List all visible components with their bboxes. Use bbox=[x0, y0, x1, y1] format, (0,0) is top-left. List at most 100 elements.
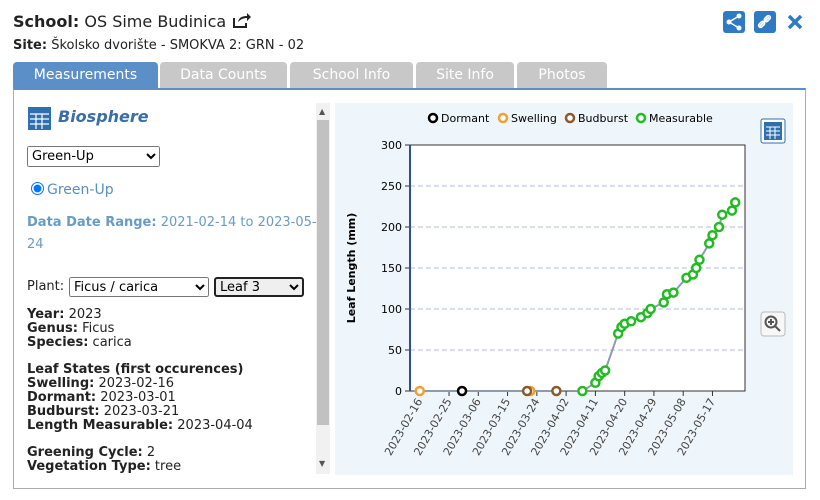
y-tick-label: 100 bbox=[381, 303, 402, 316]
info-row: Genus: Ficus bbox=[27, 322, 132, 336]
info-label: Dormant: bbox=[27, 390, 97, 405]
point bbox=[599, 365, 611, 376]
share-button[interactable] bbox=[723, 11, 745, 33]
point bbox=[456, 385, 468, 397]
info-value: 2023-02-16 bbox=[98, 376, 175, 391]
y-tick-label: 300 bbox=[381, 139, 402, 152]
info-value: tree bbox=[154, 459, 182, 474]
info-row: Vegetation Type: tree bbox=[27, 460, 181, 474]
radio[interactable] bbox=[31, 182, 44, 195]
info-row: Year: 2023 bbox=[27, 308, 132, 322]
table-icon bbox=[28, 107, 51, 130]
info-row: Swelling: 2023-02-16 bbox=[27, 377, 253, 391]
point bbox=[694, 254, 705, 266]
info-label: Length Measurable: bbox=[27, 418, 174, 433]
radio-label: Green-Up bbox=[47, 182, 114, 198]
plant-label: Plant: bbox=[27, 279, 65, 294]
open-icon[interactable] bbox=[231, 11, 252, 29]
scrollbar[interactable]: ▲ ▼ bbox=[316, 103, 330, 474]
plant-select[interactable]: Ficus / carica bbox=[69, 277, 209, 297]
y-axis-title: Leaf Length (mm) bbox=[345, 213, 358, 324]
legend-label: Dormant bbox=[441, 112, 490, 125]
info-label: Budburst: bbox=[27, 404, 100, 419]
site-line: Site: Školsko dvorište - SMOKVA 2: GRN -… bbox=[13, 38, 304, 53]
point bbox=[551, 385, 562, 397]
info-block: Year: 2023 Genus: Ficus Species: carica bbox=[27, 308, 132, 350]
point bbox=[645, 303, 656, 315]
tab[interactable]: School Info bbox=[290, 62, 413, 88]
protocol-title: Biosphere bbox=[58, 107, 149, 126]
point bbox=[414, 385, 426, 397]
school-label: School: bbox=[13, 12, 80, 31]
point bbox=[658, 297, 669, 308]
legend-marker bbox=[635, 112, 647, 124]
info-value: 2023 bbox=[68, 307, 102, 322]
chart: Leaf Length (mm) 0501001502002503002023-… bbox=[335, 103, 793, 475]
y-tick-label: 50 bbox=[388, 344, 402, 357]
panel bbox=[13, 88, 806, 489]
states-block: Leaf States (first occurences) Swelling: … bbox=[27, 363, 253, 433]
point bbox=[703, 238, 715, 249]
y-tick-label: 0 bbox=[395, 385, 402, 398]
point bbox=[625, 316, 637, 327]
info-label: Swelling: bbox=[27, 376, 95, 391]
header-actions bbox=[723, 11, 803, 33]
info-row: Budburst: 2023-03-21 bbox=[27, 405, 253, 419]
info-row: Length Measurable: 2023-04-04 bbox=[27, 419, 253, 433]
legend-label: Swelling bbox=[511, 112, 557, 125]
info-value: 2023-03-01 bbox=[100, 390, 176, 405]
range-label: Data Date Range: bbox=[27, 215, 157, 230]
y-tick-label: 250 bbox=[381, 180, 402, 193]
scroll-thumb[interactable] bbox=[317, 120, 329, 425]
info-value: carica bbox=[92, 335, 132, 350]
leaf-select[interactable]: Leaf 3 bbox=[214, 277, 304, 297]
tab[interactable]: Photos bbox=[517, 62, 607, 88]
school-line: School: OS Sime Budinica bbox=[13, 11, 252, 31]
info-label: Vegetation Type: bbox=[27, 459, 151, 474]
y-tick-label: 150 bbox=[381, 262, 402, 275]
zoom-button[interactable] bbox=[760, 311, 786, 337]
point bbox=[716, 209, 728, 220]
info-row: Species: carica bbox=[27, 336, 132, 350]
plant-row: Plant: bbox=[27, 279, 64, 294]
legend-label: Measurable bbox=[649, 112, 713, 125]
info-value: 2023-04-04 bbox=[177, 418, 253, 433]
info-label: Year: bbox=[27, 307, 65, 322]
point bbox=[713, 221, 725, 233]
info-value: 2 bbox=[146, 445, 156, 460]
tab[interactable]: Data Counts bbox=[160, 62, 287, 88]
states-title: Leaf States (first occurences) bbox=[27, 362, 244, 377]
info-row: Greening Cycle: 2 bbox=[27, 446, 181, 460]
point bbox=[577, 385, 588, 397]
point bbox=[707, 229, 718, 241]
site-label: Site: bbox=[13, 38, 48, 53]
info-row: Dormant: 2023-03-01 bbox=[27, 391, 253, 405]
range-value: 2021-02-14 to 2023-05-24 bbox=[27, 215, 317, 252]
info-value: 2023-03-21 bbox=[103, 404, 180, 419]
tab[interactable]: Site Info bbox=[416, 62, 514, 88]
info-label: Genus: bbox=[27, 321, 78, 336]
y-tick-label: 200 bbox=[381, 221, 402, 234]
legend-marker bbox=[497, 112, 509, 124]
point bbox=[521, 385, 533, 397]
date-range: Data Date Range: 2021-02-14 to 2023-05-2… bbox=[27, 212, 317, 256]
legend-label: Budburst bbox=[578, 112, 629, 125]
tab[interactable]: Measurements bbox=[13, 62, 158, 88]
info-value: Ficus bbox=[82, 321, 115, 336]
info-label: Greening Cycle: bbox=[27, 445, 143, 460]
legend-marker bbox=[564, 112, 576, 124]
plot-area bbox=[410, 145, 745, 391]
info-label: Species: bbox=[27, 335, 89, 350]
cycle-block: Greening Cycle: 2 Vegetation Type: tree bbox=[27, 446, 181, 474]
close-button[interactable] bbox=[787, 14, 803, 30]
point bbox=[729, 197, 741, 208]
radio-row: Green-Up bbox=[31, 182, 114, 198]
site-name: Školsko dvorište - SMOKVA 2: GRN - 02 bbox=[51, 38, 305, 53]
point bbox=[668, 287, 679, 298]
protocol-select[interactable]: Green-Up bbox=[27, 146, 160, 167]
point bbox=[726, 205, 738, 216]
point bbox=[690, 262, 702, 274]
legend-marker bbox=[427, 112, 439, 124]
school-name: OS Sime Budinica bbox=[84, 12, 227, 31]
